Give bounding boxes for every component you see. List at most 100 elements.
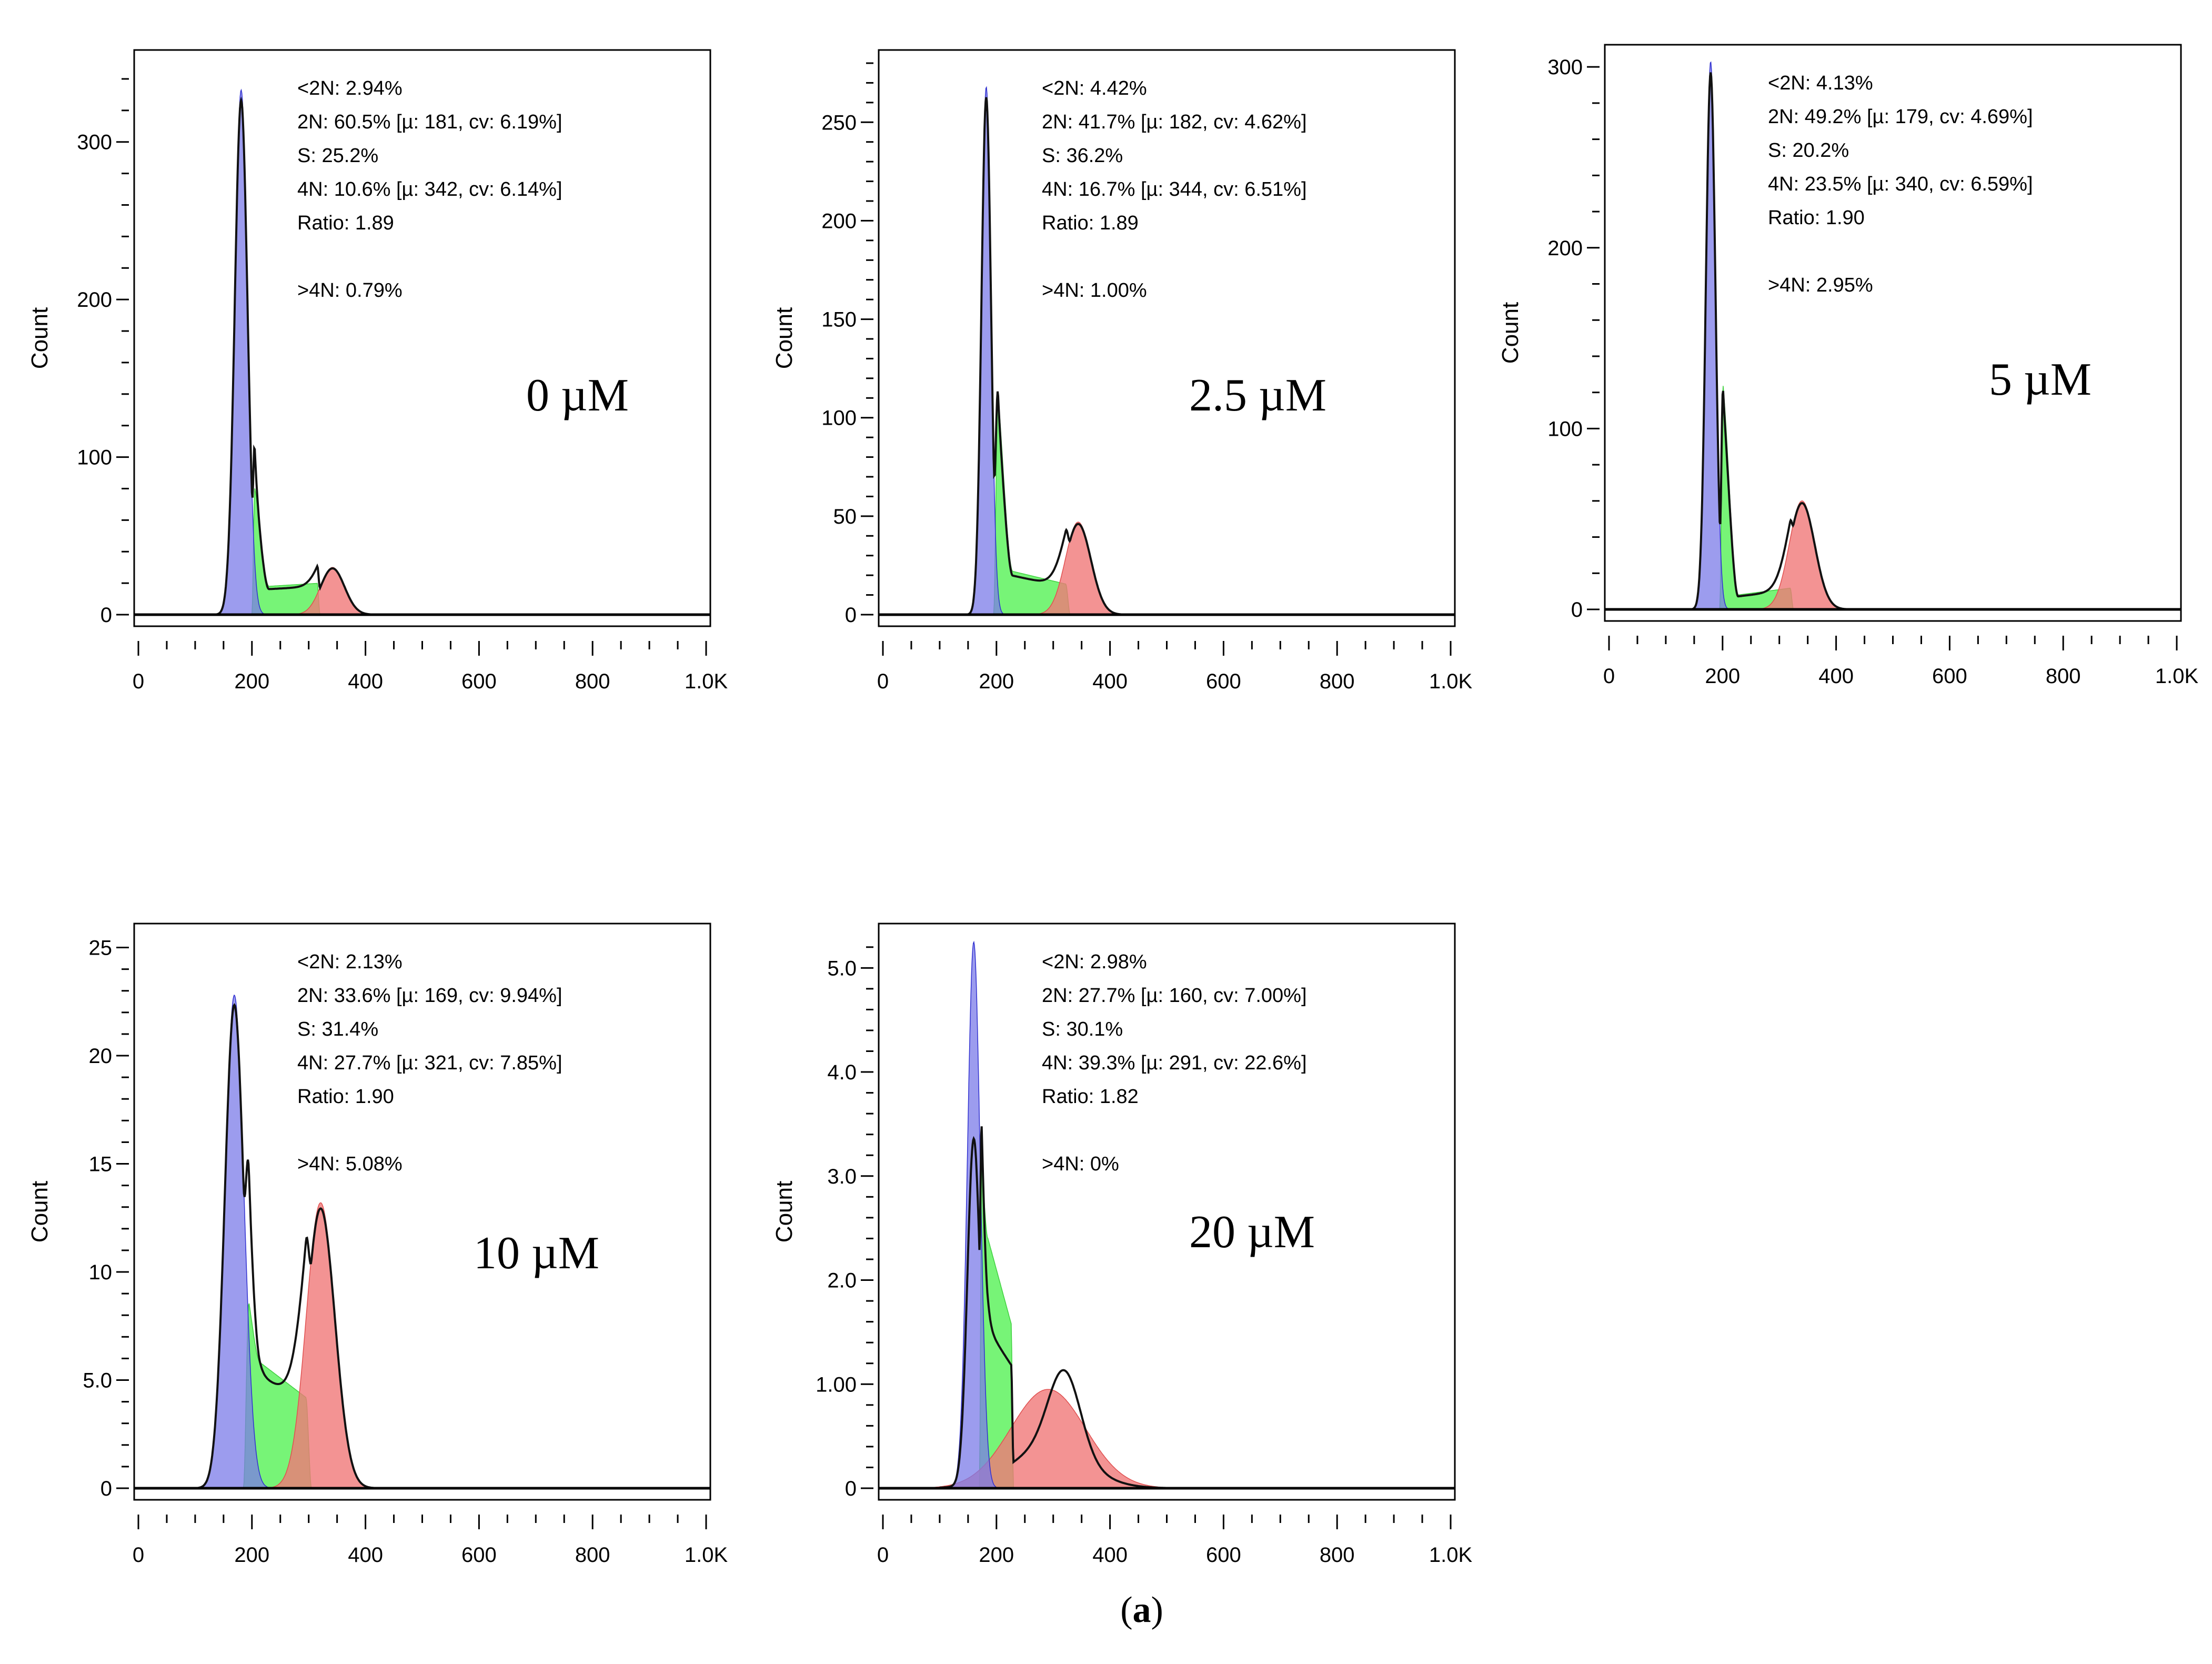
y-tick-label: 250 — [821, 111, 857, 134]
stats-line: 4N: 10.6% [µ: 342, cv: 6.14%] — [297, 178, 562, 201]
cell-cycle-stats: <2N: 4.42% 2N: 41.7% [µ: 182, cv: 4.62%] S… — [1042, 77, 1307, 302]
y-axis-label: Count — [771, 307, 797, 369]
x-tick-label: 200 — [234, 1543, 269, 1567]
stats-line: Ratio: 1.89 — [297, 212, 394, 234]
stats-line: Ratio: 1.90 — [1768, 207, 1865, 229]
concentration-label: 5 µM — [1989, 354, 2092, 405]
x-tick-label: 400 — [1092, 670, 1128, 693]
x-tick-label: 400 — [348, 670, 383, 693]
y-tick-label: 200 — [821, 209, 857, 233]
histogram-panel-p2: 0 200 400 600 800 1.0K 0 50 100 150 200 250 Count <2N… — [771, 49, 1473, 693]
x-tick-label: 400 — [1092, 1543, 1128, 1567]
fit-curve — [1665, 72, 2177, 610]
y-tick-label: 100 — [77, 446, 112, 469]
x-tick-label: 0 — [877, 670, 889, 693]
histogram-panel-p3: 0 200 400 600 800 1.0K 0 100 200 300 Count <2N: 4.1… — [1497, 44, 2199, 688]
y-tick-label: 0 — [1571, 598, 1583, 622]
y-tick-label: 0 — [100, 604, 112, 627]
x-tick-label: 600 — [1206, 1543, 1241, 1567]
cell-cycle-stats: <2N: 2.13% 2N: 33.6% [µ: 169, cv: 9.94%] S… — [297, 951, 562, 1175]
x-tick-label: 0 — [1603, 665, 1615, 688]
concentration-label: 2.5 µM — [1189, 370, 1326, 421]
y-axis-label: Count — [771, 1181, 797, 1242]
y-axis-label: Count — [27, 307, 53, 369]
y-axis: 0 5.0 10 15 20 25 Count — [27, 937, 129, 1500]
stats-line: 2N: 33.6% [µ: 169, cv: 9.94%] — [297, 985, 562, 1007]
stats-line: S: 30.1% — [1042, 1018, 1123, 1040]
histogram-panel-p1: 0 200 400 600 800 1.0K 0 100 200 300 Count <2N: 2.9… — [27, 49, 728, 693]
stats-line: Ratio: 1.89 — [1042, 212, 1139, 234]
plot-frame — [133, 923, 711, 1501]
y-tick-label: 0 — [845, 604, 857, 627]
stats-line: Ratio: 1.90 — [297, 1086, 394, 1108]
stats-line: 2N: 49.2% [µ: 179, cv: 4.69%] — [1768, 106, 2033, 128]
y-tick-label: 20 — [89, 1045, 113, 1068]
g2-peak-area — [898, 1389, 1199, 1489]
concentration-label: 20 µM — [1189, 1207, 1315, 1258]
y-tick-label: 50 — [833, 505, 857, 528]
y-tick-label: 300 — [1547, 56, 1583, 79]
stats-line: >4N: 0.79% — [297, 279, 403, 302]
stats-line: >4N: 0% — [1042, 1153, 1119, 1175]
x-tick-label: 200 — [979, 1543, 1014, 1567]
x-axis: 0 200 400 600 800 1.0K — [877, 641, 1473, 693]
stats-line: <2N: 2.98% — [1042, 951, 1147, 973]
stats-line: <2N: 4.13% — [1768, 72, 1873, 94]
figure-caption: (a) — [1120, 1590, 1163, 1630]
y-axis-label: Count — [27, 1181, 53, 1242]
plot-frame — [878, 923, 1456, 1501]
x-tick-label: 1.0K — [685, 1543, 728, 1567]
stats-line: <2N: 2.13% — [297, 951, 403, 973]
stats-line: <2N: 4.42% — [1042, 77, 1147, 99]
stats-line: S: 20.2% — [1768, 139, 1849, 162]
stats-line: 2N: 27.7% [µ: 160, cv: 7.00%] — [1042, 985, 1307, 1007]
x-tick-label: 1.0K — [1429, 670, 1473, 693]
stats-line: 4N: 27.7% [µ: 321, cv: 7.85%] — [297, 1052, 562, 1074]
x-tick-label: 800 — [2046, 665, 2081, 688]
x-tick-label: 1.0K — [2155, 665, 2199, 688]
y-tick-label: 150 — [821, 308, 857, 332]
cell-cycle-stats: <2N: 2.98% 2N: 27.7% [µ: 160, cv: 7.00%] S… — [1042, 951, 1307, 1175]
stats-line: S: 25.2% — [297, 145, 378, 167]
stats-line: 4N: 39.3% [µ: 291, cv: 22.6%] — [1042, 1052, 1307, 1074]
stats-line: 4N: 16.7% [µ: 344, cv: 6.51%] — [1042, 178, 1307, 201]
plot-frame — [878, 49, 1456, 627]
y-tick-label: 100 — [1547, 417, 1583, 440]
y-tick-label: 100 — [821, 407, 857, 430]
x-axis: 0 200 400 600 800 1.0K — [133, 641, 728, 693]
x-tick-label: 0 — [877, 1543, 889, 1567]
stats-line: >4N: 1.00% — [1042, 279, 1147, 302]
y-tick-label: 2.0 — [827, 1269, 857, 1292]
y-tick-label: 200 — [77, 288, 112, 312]
concentration-label: 10 µM — [474, 1228, 599, 1279]
x-axis: 0 200 400 600 800 1.0K — [133, 1515, 728, 1567]
x-tick-label: 800 — [575, 1543, 610, 1567]
x-tick-label: 400 — [1818, 665, 1854, 688]
figure-label: a — [1132, 1590, 1151, 1630]
x-axis: 0 200 400 600 800 1.0K — [1603, 636, 2199, 688]
histogram-panel-p5: 0 200 400 600 800 1.0K 0 1.00 2.0 3.0 4.0 5.0 Count <… — [771, 923, 1472, 1567]
x-tick-label: 600 — [1932, 665, 1967, 688]
plot-frame — [133, 49, 711, 627]
phase-areas — [898, 940, 1199, 1489]
phase-areas — [215, 88, 380, 615]
stats-line: >4N: 5.08% — [297, 1153, 403, 1175]
histogram-panel-p4: 0 200 400 600 800 1.0K 0 5.0 10 15 20 25 Count <2N: 2… — [27, 923, 728, 1567]
stats-line: S: 36.2% — [1042, 145, 1123, 167]
y-axis: 0 1.00 2.0 3.0 4.0 5.0 Count — [771, 946, 873, 1500]
x-tick-label: 600 — [1206, 670, 1241, 693]
x-tick-label: 400 — [348, 1543, 383, 1567]
y-tick-label: 0 — [100, 1477, 112, 1500]
plot-frame — [1604, 44, 2182, 622]
x-tick-label: 800 — [1320, 1543, 1355, 1567]
y-tick-label: 0 — [845, 1477, 857, 1500]
y-tick-label: 25 — [89, 937, 113, 960]
stats-line: Ratio: 1.82 — [1042, 1086, 1139, 1108]
stats-line: >4N: 2.95% — [1768, 274, 1873, 296]
x-tick-label: 800 — [575, 670, 610, 693]
y-axis: 0 50 100 150 200 250 Count — [771, 62, 873, 627]
x-tick-label: 1.0K — [685, 670, 728, 693]
stats-line: <2N: 2.94% — [297, 77, 403, 99]
x-tick-label: 800 — [1320, 670, 1355, 693]
